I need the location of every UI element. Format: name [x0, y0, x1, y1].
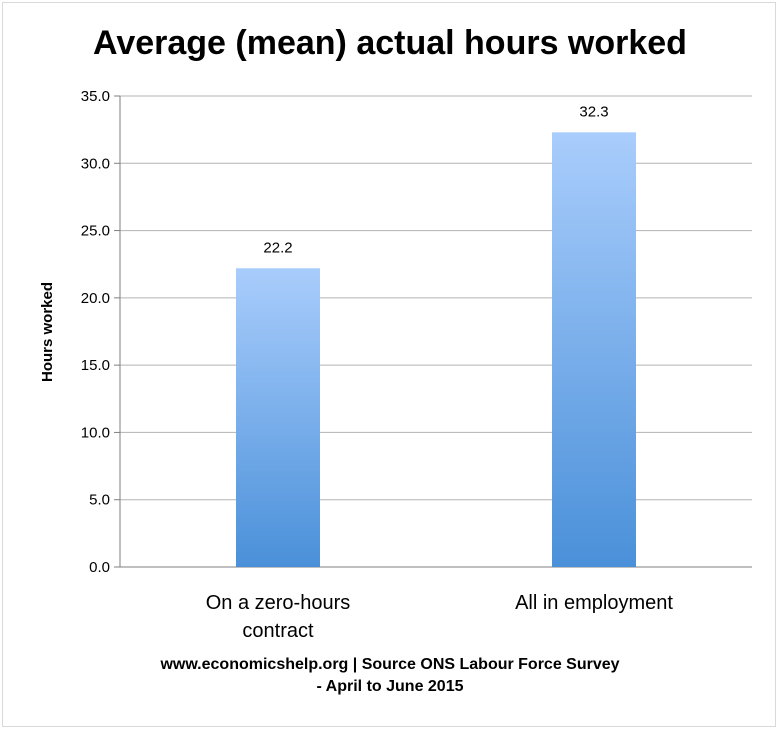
- data-label: 32.3: [579, 103, 608, 120]
- category-label: All in employment: [515, 592, 673, 614]
- y-tick-label: 15.0: [81, 357, 110, 374]
- y-tick-label: 35.0: [81, 88, 110, 105]
- y-tick-label: 0.0: [89, 559, 110, 576]
- data-label: 22.2: [263, 239, 292, 256]
- y-tick-label: 30.0: [81, 155, 110, 172]
- data-labels: 22.2 32.3: [263, 103, 608, 256]
- source-line-1: www.economicshelp.org | Source ONS Labou…: [160, 656, 620, 673]
- y-axis-ticks: 0.0 5.0 10.0 15.0 20.0 25.0 30.0 35.0: [81, 88, 120, 576]
- y-tick-label: 5.0: [89, 492, 110, 509]
- y-tick-label: 10.0: [81, 424, 110, 441]
- category-label: contract: [242, 620, 314, 642]
- chart-title: Average (mean) actual hours worked: [93, 24, 687, 62]
- category-label: On a zero-hours: [206, 592, 351, 614]
- gridlines: [119, 95, 752, 568]
- bar: [552, 132, 636, 567]
- source-note: www.economicshelp.org | Source ONS Labou…: [120, 654, 660, 698]
- y-axis-label: Hours worked: [39, 282, 56, 382]
- y-tick-label: 25.0: [81, 223, 110, 240]
- y-tick-label: 20.0: [81, 290, 110, 307]
- category-labels: On a zero-hours contract All in employment: [206, 592, 674, 642]
- bar: [236, 268, 320, 567]
- bars: [236, 132, 636, 567]
- source-line-2: - April to June 2015: [316, 678, 464, 695]
